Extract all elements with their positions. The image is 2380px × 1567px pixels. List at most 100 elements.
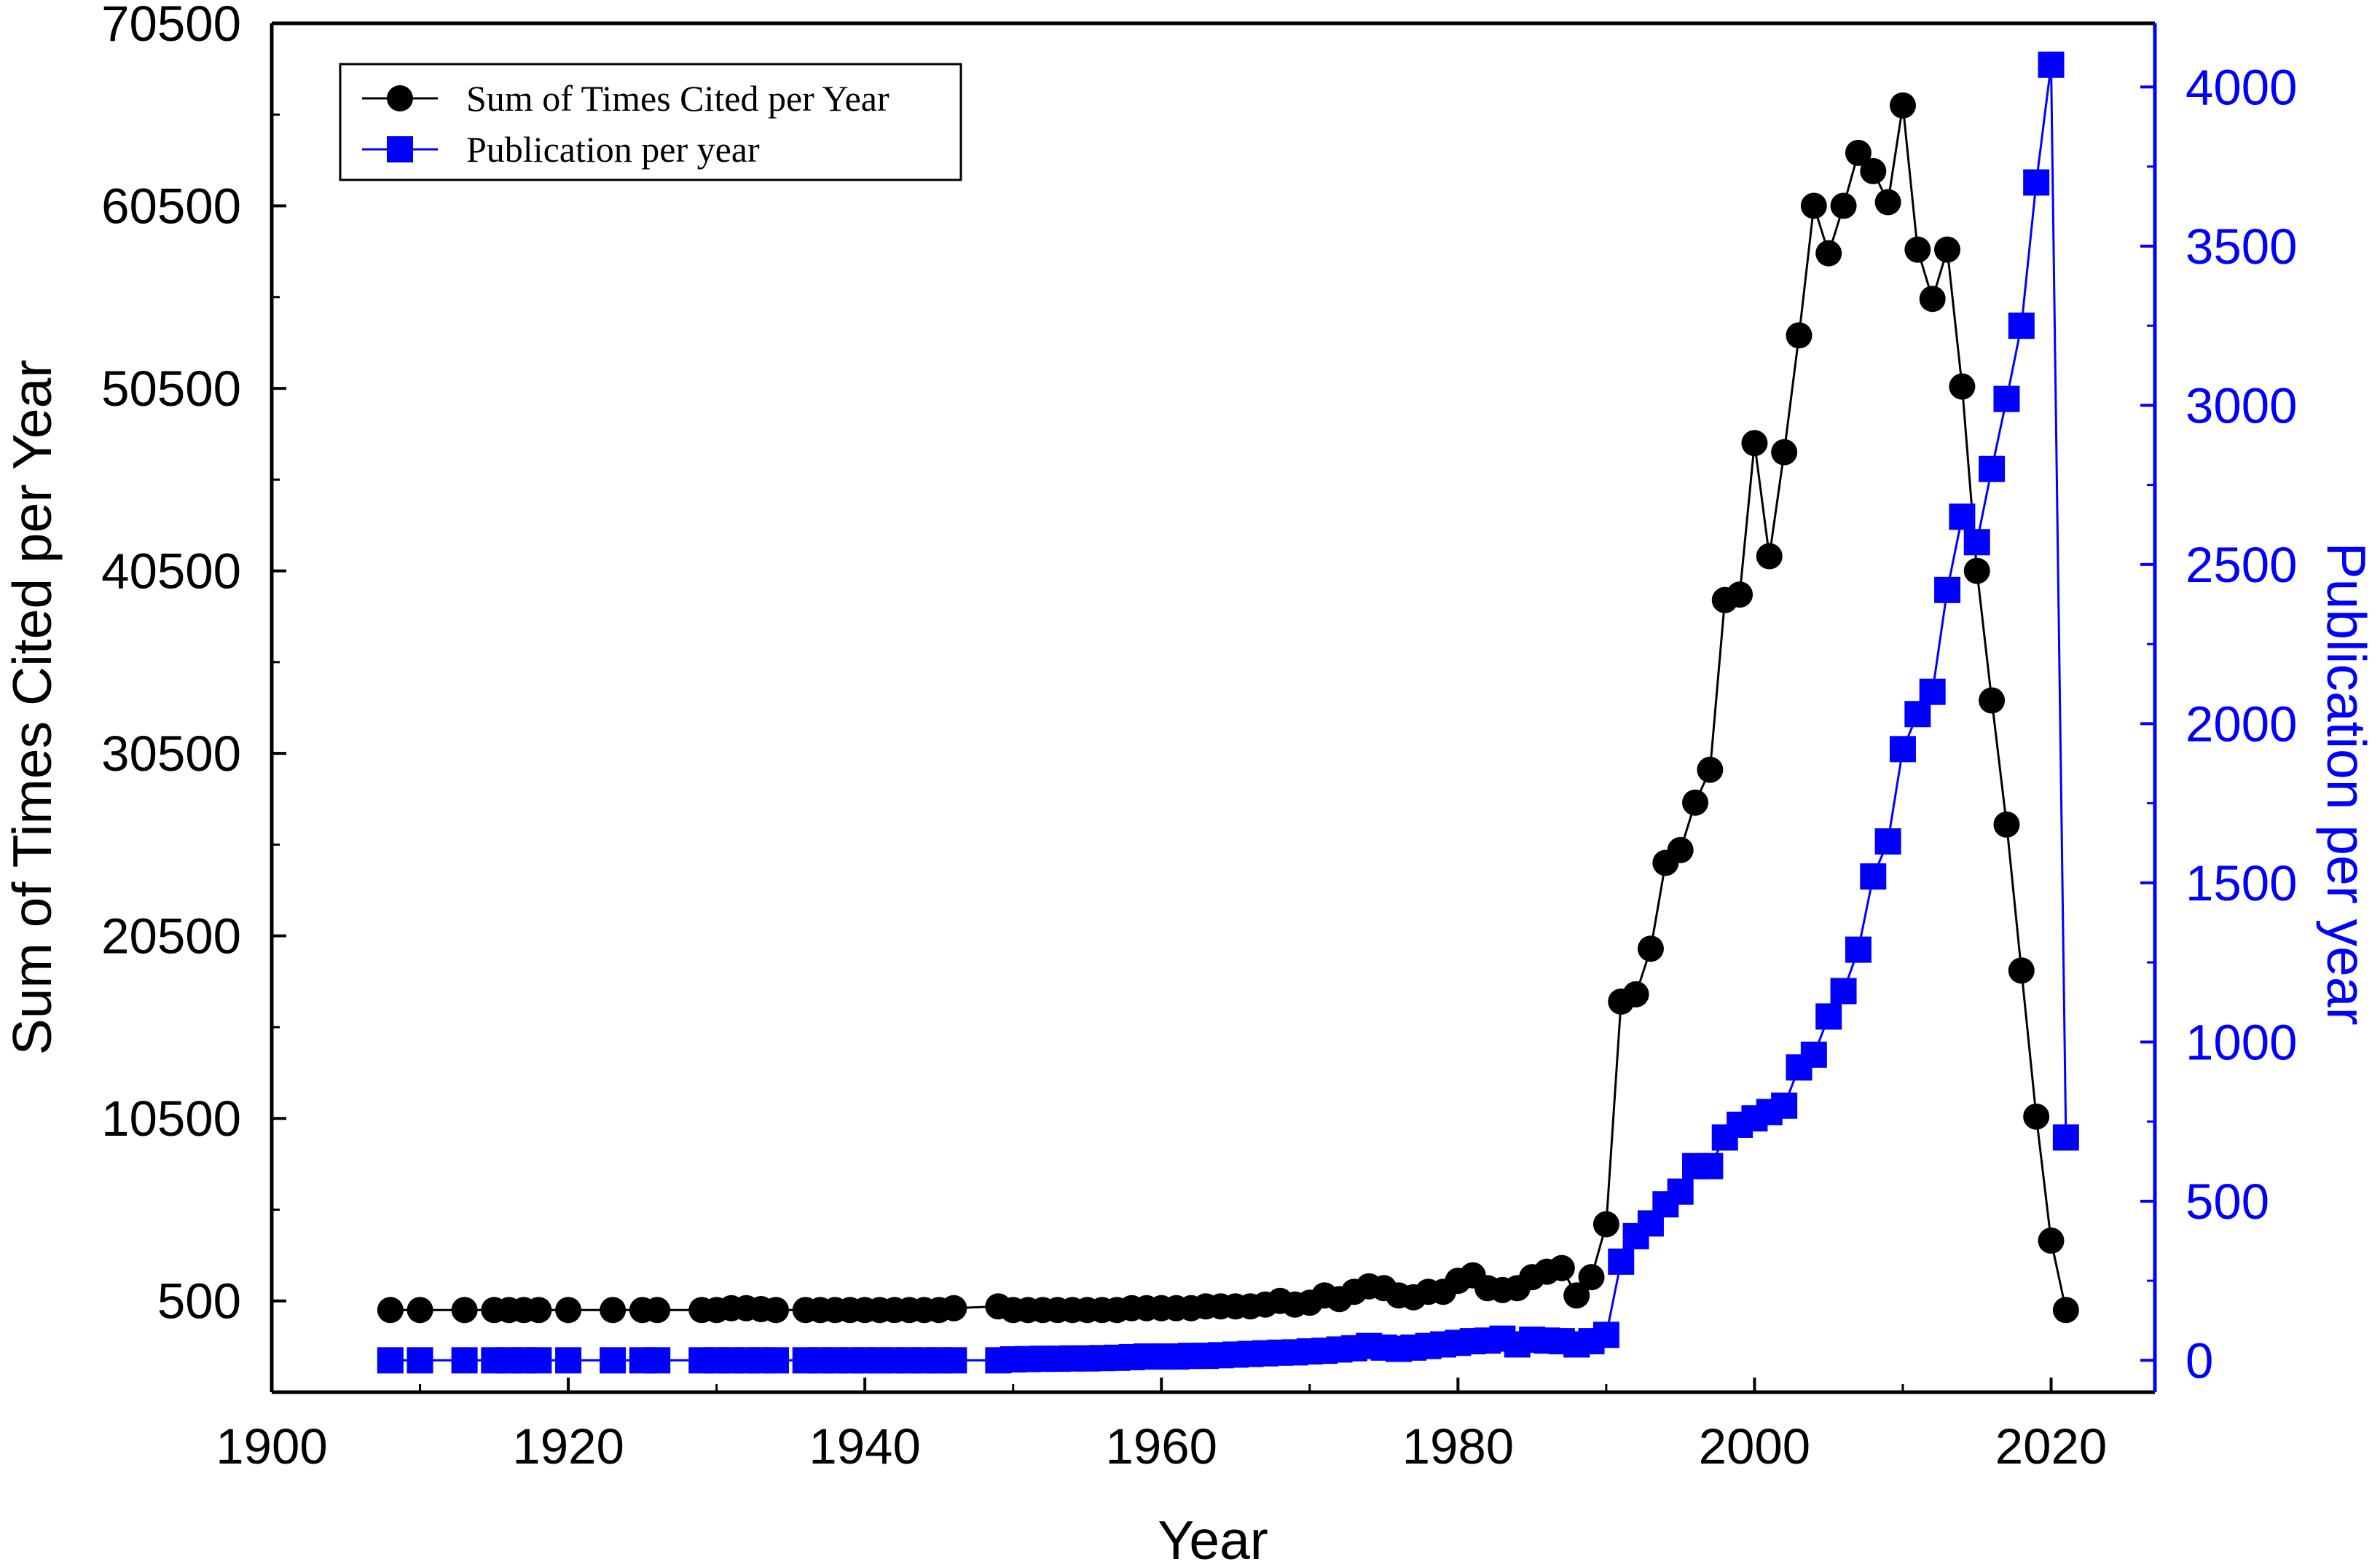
publication-point-2007 xyxy=(1845,936,1872,963)
cited-point-2005 xyxy=(1815,240,1842,267)
cited-point-1990 xyxy=(1592,1211,1619,1238)
y-right-tick-label-0: 0 xyxy=(2185,1332,2213,1389)
y-right-axis-ticks: 0 500 1000 1500 2000 2500 3000 3500 4000 xyxy=(2140,59,2298,1389)
y-right-tick-label-2500: 2500 xyxy=(2185,537,2298,593)
x-axis-ticks: 1900 1920 1940 1960 1980 2000 2020 xyxy=(216,1378,2107,1474)
publication-point-2020 xyxy=(2038,51,2065,78)
cited-point-2017 xyxy=(1993,811,2020,838)
publication-point-2015 xyxy=(1963,529,1990,556)
publication-point-1934 xyxy=(763,1347,790,1374)
y-left-tick-label-50500: 50500 xyxy=(101,361,241,417)
publication-point-2010 xyxy=(1889,736,1916,763)
cited-point-1997 xyxy=(1697,756,1724,783)
y-right-tick-label-3500: 3500 xyxy=(2185,219,2298,275)
publication-point-2019 xyxy=(2023,169,2050,196)
y-right-tick-label-3000: 3000 xyxy=(2185,377,2298,433)
cited-point-2003 xyxy=(1786,322,1813,349)
y-left-axis-title: Sum of Times Cited per Year xyxy=(1,360,63,1056)
legend-box xyxy=(339,63,962,181)
cited-point-2016 xyxy=(1979,687,2006,714)
cited-point-2020 xyxy=(2038,1228,2065,1254)
legend-label-publication: Publication per year xyxy=(466,129,760,170)
y-left-tick-label-10500: 10500 xyxy=(101,1091,241,1147)
publication-point-1923 xyxy=(600,1347,627,1374)
publication-point-2018 xyxy=(2008,313,2035,339)
cited-point-2006 xyxy=(1830,192,1857,219)
publication-point-1990 xyxy=(1592,1321,1619,1348)
legend-marker-publication xyxy=(387,136,413,162)
cited-point-2011 xyxy=(1904,236,1931,263)
series-publication-per-year xyxy=(377,51,2079,1374)
publication-point-2004 xyxy=(1800,1041,1827,1068)
series-sum-of-times-cited xyxy=(377,92,2079,1324)
publication-point-1913 xyxy=(451,1347,478,1374)
legend: Sum of Times Cited per Year Publication … xyxy=(339,63,962,181)
cited-point-2013 xyxy=(1934,236,1961,263)
x-tick-label-1960: 1960 xyxy=(1106,1418,1218,1474)
publication-point-2011 xyxy=(1904,701,1931,728)
legend-marker-cited xyxy=(387,85,413,111)
plot-frame xyxy=(270,21,2157,1394)
publication-point-2017 xyxy=(1993,385,2020,412)
cited-point-1920 xyxy=(555,1297,582,1324)
cited-point-1988 xyxy=(1563,1282,1590,1309)
y-right-tick-label-500: 500 xyxy=(2185,1174,2269,1230)
cited-point-1996 xyxy=(1682,789,1709,816)
cited-point-2014 xyxy=(1949,373,1976,400)
cited-point-1989 xyxy=(1578,1264,1605,1291)
cited-point-1926 xyxy=(644,1297,671,1324)
cited-point-2019 xyxy=(2023,1103,2050,1130)
publication-point-1920 xyxy=(555,1347,582,1374)
cited-point-1999 xyxy=(1727,581,1753,608)
publication-point-1991 xyxy=(1608,1248,1635,1275)
cited-point-2015 xyxy=(1963,557,1990,584)
y-left-tick-label-40500: 40500 xyxy=(101,543,241,600)
x-tick-label-1900: 1900 xyxy=(216,1418,328,1474)
cited-point-2000 xyxy=(1741,430,1768,457)
y-right-tick-label-2000: 2000 xyxy=(2185,696,2298,752)
publication-point-2012 xyxy=(1919,678,1946,705)
cited-point-1934 xyxy=(763,1297,790,1324)
publication-point-2005 xyxy=(1815,1003,1842,1030)
publication-point-1926 xyxy=(644,1347,671,1374)
publication-point-1997 xyxy=(1697,1152,1724,1179)
y-left-axis-ticks: 500 10500 20500 30500 40500 50500 60500 70500 xyxy=(101,0,286,1330)
y-left-tick-label-70500: 70500 xyxy=(101,0,241,52)
publication-line xyxy=(390,64,2067,1362)
x-tick-label-1920: 1920 xyxy=(512,1418,624,1474)
cited-point-1910 xyxy=(407,1297,433,1324)
publication-point-2021 xyxy=(2052,1124,2079,1151)
y-left-tick-label-60500: 60500 xyxy=(101,178,241,235)
publication-point-1910 xyxy=(407,1347,433,1374)
publication-point-2006 xyxy=(1830,978,1857,1005)
x-tick-label-1940: 1940 xyxy=(809,1418,921,1474)
publication-point-1946 xyxy=(940,1347,967,1374)
cited-point-2007 xyxy=(1845,139,1872,166)
cited-point-1987 xyxy=(1548,1254,1575,1281)
cited-point-2004 xyxy=(1800,192,1827,219)
cited-point-1995 xyxy=(1667,836,1694,863)
legend-label-cited: Sum of Times Cited per Year xyxy=(466,78,889,119)
cited-point-1918 xyxy=(525,1297,552,1324)
publication-point-2014 xyxy=(1949,503,1976,530)
x-axis-title: Year xyxy=(1158,1509,1268,1567)
cited-point-1913 xyxy=(451,1297,478,1324)
cited-point-2018 xyxy=(2008,957,2035,984)
cited-point-2001 xyxy=(1756,543,1783,570)
y-right-tick-label-1500: 1500 xyxy=(2185,855,2298,911)
cited-point-1923 xyxy=(600,1297,627,1324)
publication-point-2009 xyxy=(1874,828,1901,855)
y-right-tick-label-1000: 1000 xyxy=(2185,1014,2298,1070)
cited-point-1992 xyxy=(1622,981,1649,1008)
x-tick-label-2020: 2020 xyxy=(1995,1418,2108,1474)
x-tick-label-2000: 2000 xyxy=(1699,1418,1811,1474)
publication-point-1995 xyxy=(1667,1178,1694,1205)
cited-point-2008 xyxy=(1860,157,1887,184)
cited-point-1908 xyxy=(377,1297,404,1324)
cited-point-2010 xyxy=(1889,92,1916,119)
publication-point-2002 xyxy=(1771,1092,1798,1119)
y-right-tick-label-4000: 4000 xyxy=(2185,59,2298,115)
y-left-tick-label-20500: 20500 xyxy=(101,908,241,965)
publication-point-1918 xyxy=(525,1347,552,1374)
